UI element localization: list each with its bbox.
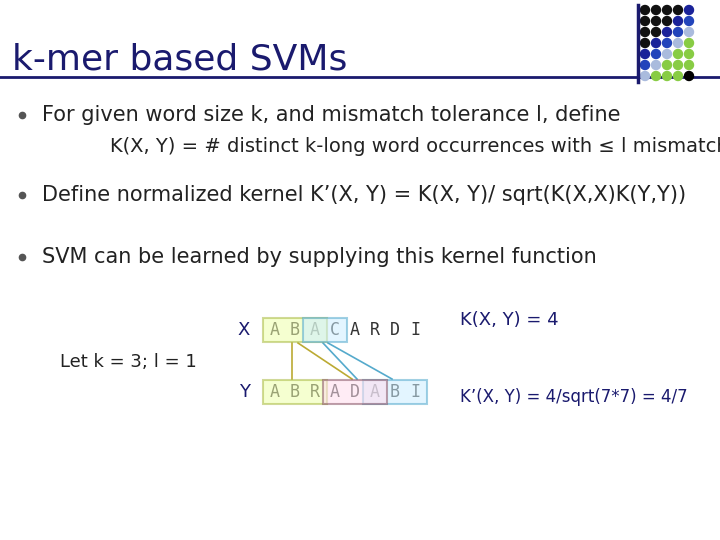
- FancyBboxPatch shape: [323, 380, 387, 404]
- Circle shape: [662, 38, 672, 48]
- Text: B: B: [390, 383, 400, 401]
- Circle shape: [673, 28, 683, 37]
- Circle shape: [685, 60, 693, 70]
- FancyBboxPatch shape: [363, 380, 427, 404]
- Text: A: A: [270, 383, 280, 401]
- Text: B: B: [290, 321, 300, 339]
- Text: X: X: [238, 321, 250, 339]
- FancyBboxPatch shape: [263, 318, 327, 342]
- Text: A: A: [350, 321, 360, 339]
- Text: K’(X, Y) = 4/sqrt(7*7) = 4/7: K’(X, Y) = 4/sqrt(7*7) = 4/7: [460, 388, 688, 406]
- Circle shape: [685, 17, 693, 25]
- Text: A: A: [370, 383, 380, 401]
- Text: For given word size k, and mismatch tolerance l, define: For given word size k, and mismatch tole…: [42, 105, 621, 125]
- Circle shape: [662, 60, 672, 70]
- Circle shape: [685, 50, 693, 58]
- Circle shape: [673, 38, 683, 48]
- Circle shape: [641, 5, 649, 15]
- Circle shape: [673, 17, 683, 25]
- Text: k-mer based SVMs: k-mer based SVMs: [12, 43, 347, 77]
- FancyBboxPatch shape: [303, 318, 347, 342]
- Text: K(X, Y) = 4: K(X, Y) = 4: [460, 311, 559, 329]
- Text: R: R: [370, 321, 380, 339]
- Circle shape: [652, 5, 660, 15]
- Circle shape: [673, 60, 683, 70]
- Text: Define normalized kernel K’(X, Y) = K(X, Y)/ sqrt(K(X,X)K(Y,Y)): Define normalized kernel K’(X, Y) = K(X,…: [42, 185, 686, 205]
- Circle shape: [673, 50, 683, 58]
- Circle shape: [685, 71, 693, 80]
- Text: A: A: [310, 321, 320, 339]
- Circle shape: [641, 17, 649, 25]
- Circle shape: [662, 5, 672, 15]
- Circle shape: [685, 5, 693, 15]
- FancyBboxPatch shape: [263, 380, 327, 404]
- Text: A: A: [330, 383, 340, 401]
- Circle shape: [652, 28, 660, 37]
- Circle shape: [641, 28, 649, 37]
- Circle shape: [641, 60, 649, 70]
- Text: Y: Y: [239, 383, 250, 401]
- Text: K(X, Y) = # distinct k-long word occurrences with ≤ l mismatches: K(X, Y) = # distinct k-long word occurre…: [110, 138, 720, 157]
- Text: D: D: [350, 383, 360, 401]
- Circle shape: [652, 38, 660, 48]
- Circle shape: [662, 28, 672, 37]
- Text: I: I: [410, 321, 420, 339]
- Circle shape: [685, 28, 693, 37]
- Text: SVM can be learned by supplying this kernel function: SVM can be learned by supplying this ker…: [42, 247, 597, 267]
- Circle shape: [685, 38, 693, 48]
- Circle shape: [673, 71, 683, 80]
- Text: I: I: [410, 383, 420, 401]
- Circle shape: [652, 71, 660, 80]
- Text: D: D: [390, 321, 400, 339]
- Circle shape: [662, 50, 672, 58]
- Text: B: B: [290, 383, 300, 401]
- Circle shape: [641, 71, 649, 80]
- Circle shape: [652, 50, 660, 58]
- Circle shape: [641, 38, 649, 48]
- Circle shape: [662, 17, 672, 25]
- Circle shape: [652, 60, 660, 70]
- Text: R: R: [310, 383, 320, 401]
- Circle shape: [673, 5, 683, 15]
- Text: A: A: [270, 321, 280, 339]
- Circle shape: [641, 50, 649, 58]
- Circle shape: [652, 17, 660, 25]
- Text: C: C: [330, 321, 340, 339]
- Text: Let k = 3; l = 1: Let k = 3; l = 1: [60, 353, 197, 371]
- Circle shape: [662, 71, 672, 80]
